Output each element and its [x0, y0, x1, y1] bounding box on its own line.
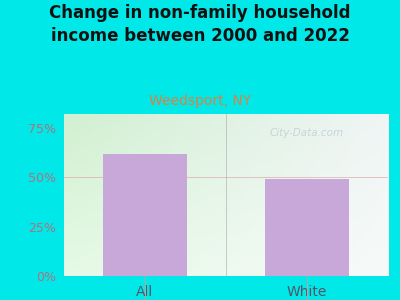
Bar — [265, 179, 349, 276]
Text: Change in non-family household
income between 2000 and 2022: Change in non-family household income be… — [49, 4, 351, 45]
Bar — [103, 154, 187, 276]
Text: City-Data.com: City-Data.com — [270, 128, 344, 138]
Text: Weedsport, NY: Weedsport, NY — [149, 94, 251, 109]
